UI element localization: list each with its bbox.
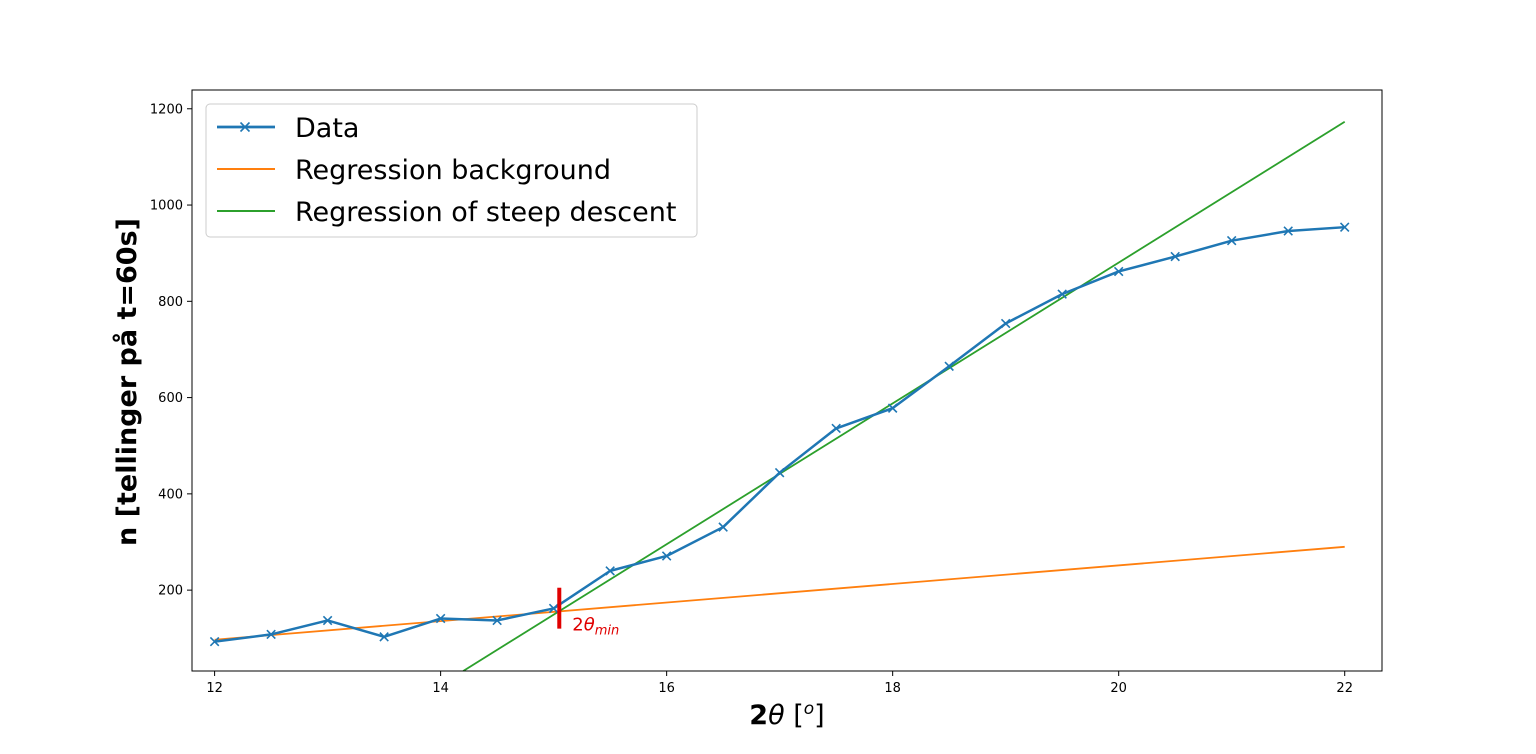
data-point-20 (1339, 222, 1350, 232)
plot-frame (191, 89, 1383, 672)
x-tick-label-18: 18 (884, 681, 901, 696)
series-layer (209, 121, 1350, 671)
x-axis: 12 14 16 18 20 22 (206, 671, 1353, 696)
data-point-9 (718, 522, 728, 532)
legend-label-regression-steep: Regression of steep descent (295, 197, 676, 228)
theta-min-label: 2θmin (572, 615, 619, 639)
legend: Data Regression background Regression of… (205, 103, 698, 238)
legend-box (205, 103, 698, 238)
y-axis: 200 400 600 800 1000 1200 (150, 102, 192, 599)
legend-label-regression-background: Regression background (295, 155, 611, 186)
annotation-layer: 2θmin (557, 587, 619, 639)
data-point-18 (1226, 235, 1237, 246)
data-point-4 (435, 613, 446, 624)
series-line-regression-of-steep-descent (462, 121, 1346, 671)
data-point-8 (661, 551, 672, 561)
data-point-6 (548, 603, 559, 614)
legend-label-data: Data (295, 113, 359, 144)
y-tick-label-600: 600 (158, 391, 183, 406)
data-point-7 (605, 566, 615, 576)
data-point-1 (266, 629, 276, 640)
data-point-12 (887, 403, 898, 413)
data-point-5 (492, 615, 502, 626)
data-point-0 (209, 636, 220, 647)
y-tick-label-400: 400 (158, 487, 183, 502)
y-tick-label-1000: 1000 (150, 199, 183, 214)
x-tick-label-14: 14 (432, 681, 449, 696)
x-axis-title: 2θ [o] (749, 699, 824, 731)
x-tick-label-22: 22 (1336, 681, 1353, 696)
data-point-10 (774, 467, 785, 478)
y-tick-label-200: 200 (158, 584, 183, 599)
data-point-3 (379, 632, 389, 642)
data-point-2 (322, 615, 333, 626)
data-point-13 (944, 361, 954, 372)
data-point-16 (1113, 266, 1124, 277)
y-axis-title: n [tellinger på t=60s] (111, 218, 143, 546)
data-point-19 (1283, 226, 1293, 236)
x-tick-label-20: 20 (1110, 681, 1127, 696)
data-point-17 (1170, 251, 1180, 262)
data-point-15 (1057, 289, 1067, 299)
legend-marker-data (239, 121, 251, 133)
y-tick-label-1200: 1200 (150, 102, 183, 117)
data-point-11 (831, 423, 841, 434)
x-tick-label-12: 12 (206, 681, 223, 696)
series-line-regression-background (214, 545, 1345, 641)
data-point-14 (1000, 318, 1011, 329)
x-tick-label-16: 16 (658, 681, 675, 696)
y-tick-label-800: 800 (158, 295, 183, 310)
